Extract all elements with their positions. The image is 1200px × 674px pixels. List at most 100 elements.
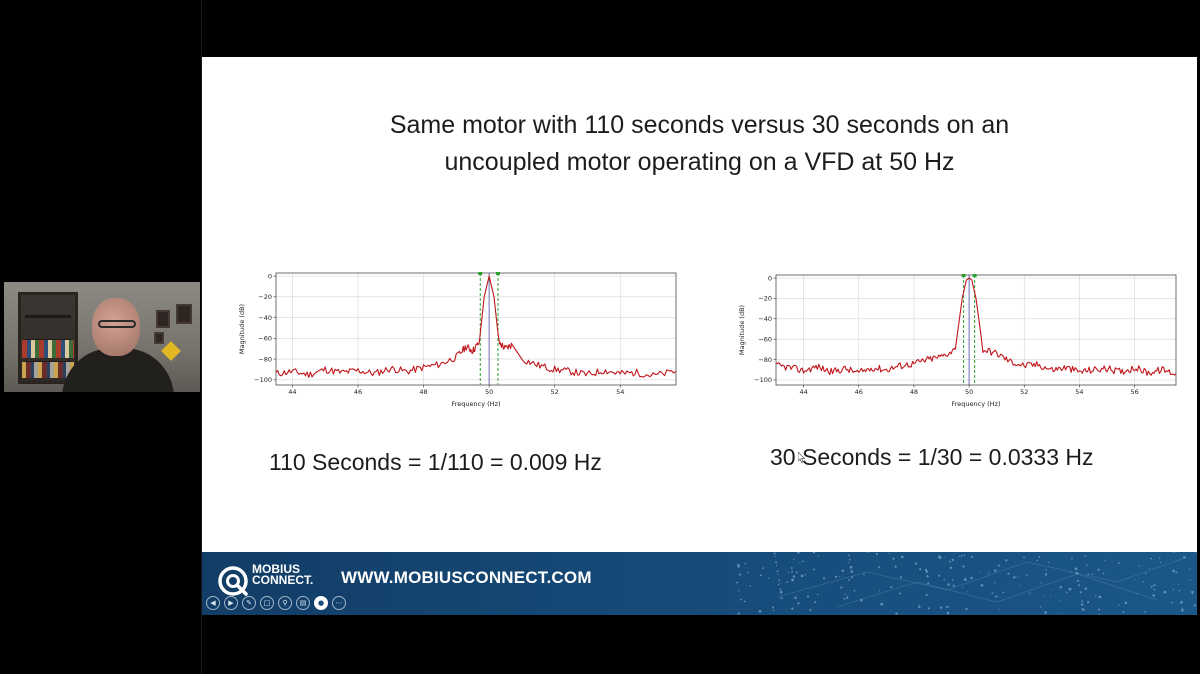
decor-dot xyxy=(775,564,778,566)
slides-icon[interactable]: □ xyxy=(260,596,274,610)
decor-dot xyxy=(1013,576,1016,579)
decor-dot xyxy=(962,565,965,568)
decor-dot xyxy=(1075,571,1079,575)
decor-dot xyxy=(781,597,783,599)
decor-dot xyxy=(1189,579,1192,581)
decor-dot xyxy=(1118,604,1120,606)
y-tick-label: 0 xyxy=(768,274,772,282)
bandwidth-marker-cap xyxy=(495,272,500,275)
next-icon[interactable]: ▶ xyxy=(224,596,238,610)
pen-icon[interactable]: ✎ xyxy=(242,596,256,610)
y-tick-label: −80 xyxy=(258,355,272,363)
decor-dot xyxy=(813,568,815,571)
zoom-icon[interactable]: ⚲ xyxy=(278,596,292,610)
decor-dot xyxy=(866,552,869,553)
decor-dot xyxy=(814,601,817,604)
y-tick-label: −100 xyxy=(754,376,772,384)
decor-dot xyxy=(997,564,1000,567)
decor-dot xyxy=(970,555,973,558)
prev-icon[interactable]: ◀ xyxy=(206,596,220,610)
decor-dot xyxy=(1136,592,1138,594)
decor-dot xyxy=(1098,595,1102,599)
decor-dot xyxy=(1175,571,1178,574)
y-axis-label: Magnitude (dB) xyxy=(738,305,746,355)
decor-dot xyxy=(804,573,807,576)
decor-dot xyxy=(946,611,950,615)
decor-dot xyxy=(1095,595,1097,597)
decor-dot xyxy=(1181,607,1184,610)
y-tick-label: −20 xyxy=(258,293,272,301)
decor-dot xyxy=(965,607,968,611)
bandwidth-marker-cap xyxy=(972,274,977,277)
decor-dot xyxy=(1066,591,1068,594)
decor-dot xyxy=(995,595,998,598)
decor-dot xyxy=(888,553,890,555)
decor-dot xyxy=(1023,556,1025,559)
decor-dot xyxy=(1049,596,1052,598)
decor-dot xyxy=(851,576,854,579)
x-tick-label: 50 xyxy=(485,388,493,396)
decor-dot xyxy=(1038,555,1041,558)
decor-dot xyxy=(991,592,994,594)
decor-dot xyxy=(1188,568,1191,570)
subtitles-icon[interactable]: ▤ xyxy=(296,596,310,610)
decor-dot xyxy=(1080,603,1084,606)
decor-dot xyxy=(809,608,812,612)
brand-line-2: CONNECT. xyxy=(252,573,314,587)
decor-dot xyxy=(806,595,810,598)
decor-dot xyxy=(791,570,793,573)
decor-dot xyxy=(1081,607,1084,611)
decor-dot xyxy=(1091,573,1094,576)
decor-dot xyxy=(812,552,816,554)
decor-dot xyxy=(890,586,893,589)
decor-dot xyxy=(948,605,950,608)
decor-dot xyxy=(849,558,851,561)
footer-banner: MOBIUS CONNECT. WWW.MOBIUSCONNECT.COM ◀ … xyxy=(202,552,1197,615)
plot-frame xyxy=(275,272,677,386)
decor-dot xyxy=(962,586,964,588)
x-tick-label: 54 xyxy=(616,388,624,396)
decor-dot xyxy=(1098,608,1101,611)
decor-dot xyxy=(1142,580,1145,583)
decor-dot xyxy=(1044,611,1047,614)
more-icon[interactable]: ⋯ xyxy=(332,596,346,610)
decor-dot xyxy=(847,561,850,564)
decor-dot xyxy=(790,567,793,569)
decor-dot xyxy=(841,570,844,572)
camera-icon[interactable]: ● xyxy=(314,596,328,610)
decor-dot xyxy=(994,569,997,572)
decor-dot xyxy=(863,573,865,575)
decor-dot xyxy=(853,589,856,592)
x-tick-label: 52 xyxy=(551,388,559,396)
decor-dot xyxy=(773,552,776,555)
decor-dot xyxy=(1087,600,1090,604)
decor-dot xyxy=(1177,583,1179,585)
bandwidth-marker-cap xyxy=(478,272,483,275)
decor-dot xyxy=(793,558,795,561)
decor-dot xyxy=(846,596,849,599)
decor-dot xyxy=(927,607,930,610)
decor-dot xyxy=(964,578,967,581)
decor-dot xyxy=(1017,575,1019,577)
decor-dot xyxy=(834,575,838,578)
decor-dot xyxy=(1002,591,1005,594)
decor-dot xyxy=(840,586,843,589)
decor-dot xyxy=(945,605,948,609)
webcam-video xyxy=(4,282,200,392)
brand-name: MOBIUS CONNECT. xyxy=(252,563,314,587)
website-url[interactable]: WWW.MOBIUSCONNECT.COM xyxy=(341,568,592,587)
decor-dot xyxy=(776,570,779,573)
x-tick-label: 48 xyxy=(419,388,427,396)
x-tick-label: 54 xyxy=(1075,388,1083,396)
decor-dot xyxy=(899,592,902,595)
decor-dot xyxy=(895,612,898,615)
decor-dot xyxy=(739,598,742,601)
presentation-toolbar: ◀ ▶ ✎ □ ⚲ ▤ ● ⋯ xyxy=(206,596,346,610)
decor-dot xyxy=(925,593,928,596)
decor-dot xyxy=(1180,600,1183,604)
left-panel xyxy=(0,0,202,674)
decor-dot xyxy=(1104,559,1106,562)
decor-dot xyxy=(994,582,996,584)
decor-dot xyxy=(998,609,1000,611)
decor-dot xyxy=(1077,584,1080,587)
